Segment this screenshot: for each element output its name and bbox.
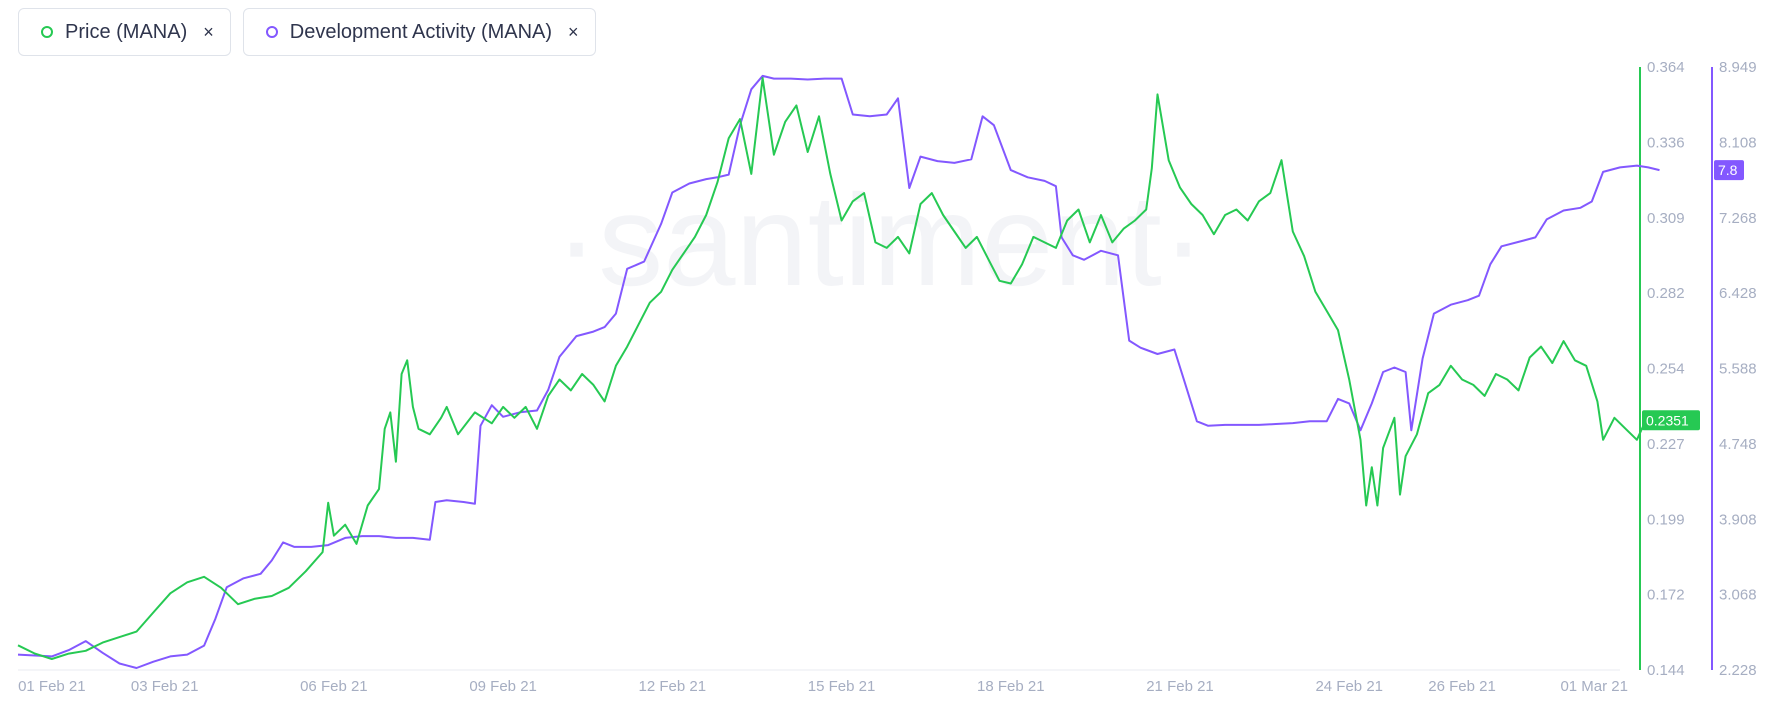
legend-dev-label: Development Activity (MANA) xyxy=(289,20,553,43)
dev-tick-label: 8.108 xyxy=(1719,134,1757,151)
x-tick-label: 21 Feb 21 xyxy=(1146,678,1214,695)
remove-price-close-icon[interactable]: × xyxy=(203,21,214,42)
dev-last-badge xyxy=(1714,160,1744,181)
x-tick-label: 26 Feb 21 xyxy=(1428,678,1496,695)
price-tick-label: 0.282 xyxy=(1647,285,1685,302)
legend-price[interactable]: Price (MANA) × xyxy=(18,8,231,56)
price-circle-icon xyxy=(41,26,53,38)
legend-bar: Price (MANA) × Development Activity (MAN… xyxy=(18,8,596,56)
price-tick-label: 0.227 xyxy=(1647,436,1685,453)
dev-tick-label: 2.228 xyxy=(1719,662,1757,679)
dev-tick-label: 7.268 xyxy=(1719,210,1757,227)
dev-tick-label: 5.588 xyxy=(1719,361,1757,378)
x-tick-label: 01 Feb 21 xyxy=(18,678,86,695)
remove-dev-close-icon[interactable]: × xyxy=(568,21,579,42)
x-tick-labels: 01 Feb 21 03 Feb 21 06 Feb 21 09 Feb 21 12 F… xyxy=(18,678,1628,695)
price-tick-label: 0.309 xyxy=(1647,210,1685,227)
dev-tick-labels: 8.949 8.108 7.268 6.428 5.588 4.748 3.908 3.068… xyxy=(1719,59,1757,679)
price-tick-label: 0.144 xyxy=(1647,662,1685,679)
x-tick-label: 24 Feb 21 xyxy=(1315,678,1383,695)
x-tick-label: 15 Feb 21 xyxy=(808,678,876,695)
price-last-value: 0.2351 xyxy=(1646,412,1689,428)
dev-tick-label: 4.748 xyxy=(1719,436,1757,453)
dev-tick-label: 3.908 xyxy=(1719,511,1757,528)
x-tick-label: 06 Feb 21 xyxy=(300,678,368,695)
x-tick-label: 18 Feb 21 xyxy=(977,678,1045,695)
x-tick-label: 03 Feb 21 xyxy=(131,678,199,695)
watermark: ·santiment· xyxy=(555,167,1205,313)
series-price-line xyxy=(17,77,1660,660)
x-tick-label: 12 Feb 21 xyxy=(639,678,707,695)
dev-circle-icon xyxy=(265,26,278,38)
dev-tick-label: 3.068 xyxy=(1719,587,1757,604)
legend-price-label: Price (MANA) xyxy=(65,20,188,43)
price-tick-label: 0.364 xyxy=(1647,59,1685,76)
price-tick-label: 0.199 xyxy=(1647,511,1685,528)
x-tick-label: 01 Mar 21 xyxy=(1560,678,1628,695)
dev-last-value: 7.8 xyxy=(1718,162,1738,178)
price-tick-label: 0.254 xyxy=(1647,361,1685,378)
price-tick-label: 0.336 xyxy=(1647,134,1685,151)
series-dev-line xyxy=(17,74,1660,669)
price-tick-label: 0.172 xyxy=(1647,587,1685,604)
dev-tick-label: 8.949 xyxy=(1719,59,1757,76)
price-last-badge xyxy=(1642,410,1700,431)
dev-tick-label: 6.428 xyxy=(1719,285,1757,302)
price-tick-labels: 0.364 0.336 0.309 0.282 0.254 0.227 0.199 0.172… xyxy=(1647,59,1685,679)
x-tick-label: 09 Feb 21 xyxy=(469,678,537,695)
legend-dev[interactable]: Development Activity (MANA) × xyxy=(242,8,596,56)
